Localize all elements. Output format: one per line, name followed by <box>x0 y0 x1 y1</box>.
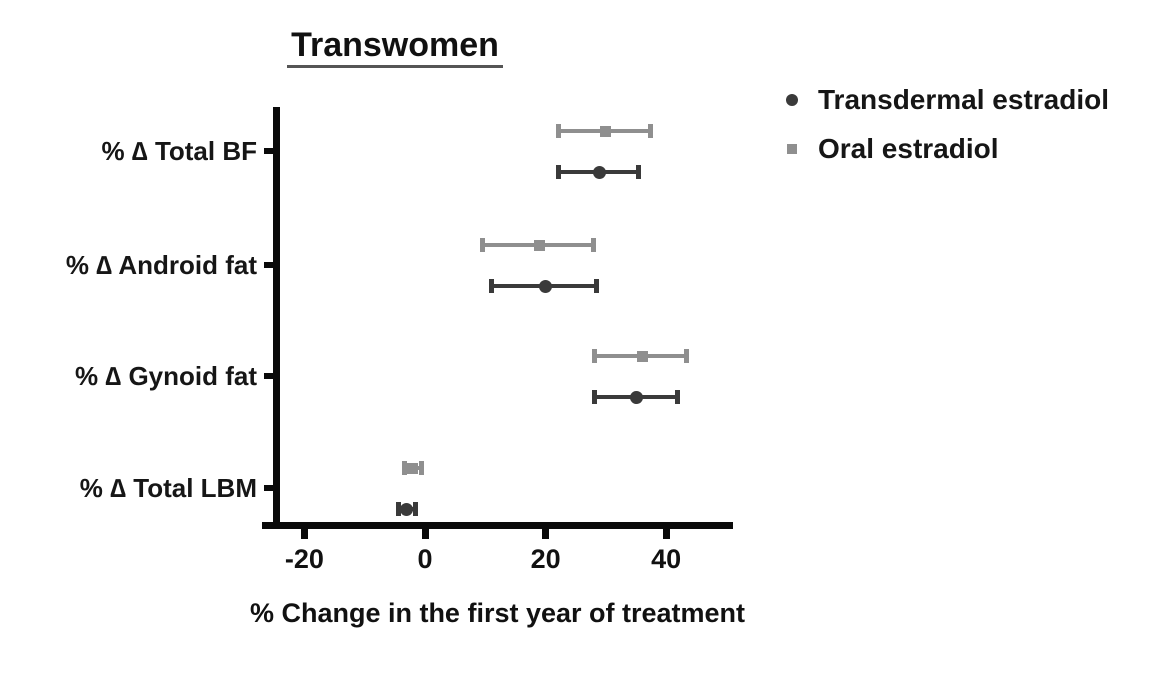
x-axis-line <box>262 522 733 529</box>
data-point-square <box>534 239 546 251</box>
category-label: % ∆ Android fat <box>65 250 257 280</box>
error-bar-cap-low <box>489 279 495 293</box>
error-bar-cap-high <box>684 349 690 363</box>
category-tick <box>264 148 273 154</box>
error-bar-cap-low <box>555 124 561 138</box>
chart-title-text: Transwomen <box>287 27 503 68</box>
x-tick-label: 0 <box>417 544 433 574</box>
x-tick <box>542 529 550 539</box>
x-tick-label: 20 <box>530 544 561 574</box>
error-bar-cap-high <box>593 279 599 293</box>
x-axis-title: % Change in the first year of treatment <box>249 598 746 628</box>
data-point-square <box>407 462 419 474</box>
legend-label: Transdermal estradiol <box>818 84 1110 115</box>
legend-label: Oral estradiol <box>818 133 999 164</box>
chart-title: Transwomen <box>230 26 560 68</box>
data-point-circle <box>400 502 414 516</box>
error-bar-cap-high <box>412 502 418 516</box>
category-label: % ∆ Total BF <box>101 136 257 166</box>
error-bar-cap-high <box>675 390 681 404</box>
y-axis-line <box>273 107 280 529</box>
error-bar-cap-high <box>590 238 596 252</box>
error-bar-cap-low <box>591 390 597 404</box>
data-point-circle <box>629 390 643 404</box>
error-bar-cap-low <box>480 238 486 252</box>
data-point-square <box>600 125 612 137</box>
data-point-circle <box>593 165 607 179</box>
error-bar-cap-high <box>418 461 424 475</box>
x-tick <box>662 529 670 539</box>
error-bar-cap-low <box>395 502 401 516</box>
legend-square-icon <box>787 144 797 154</box>
category-label: % ∆ Total LBM <box>79 473 257 503</box>
category-label: % ∆ Gynoid fat <box>74 361 257 391</box>
legend-circle-icon <box>786 94 798 106</box>
x-tick <box>300 529 308 539</box>
category-tick <box>264 485 273 491</box>
category-tick <box>264 262 273 268</box>
data-point-circle <box>539 279 553 293</box>
category-tick <box>264 373 273 379</box>
x-tick <box>421 529 429 539</box>
error-bar-cap-low <box>555 165 561 179</box>
error-bar-cap-low <box>401 461 407 475</box>
data-point-square <box>636 350 648 362</box>
x-tick-label: 40 <box>651 544 682 574</box>
error-bar-cap-high <box>636 165 642 179</box>
error-bar-cap-high <box>648 124 654 138</box>
error-bar-cap-low <box>591 349 597 363</box>
x-tick-label: -20 <box>284 544 324 574</box>
